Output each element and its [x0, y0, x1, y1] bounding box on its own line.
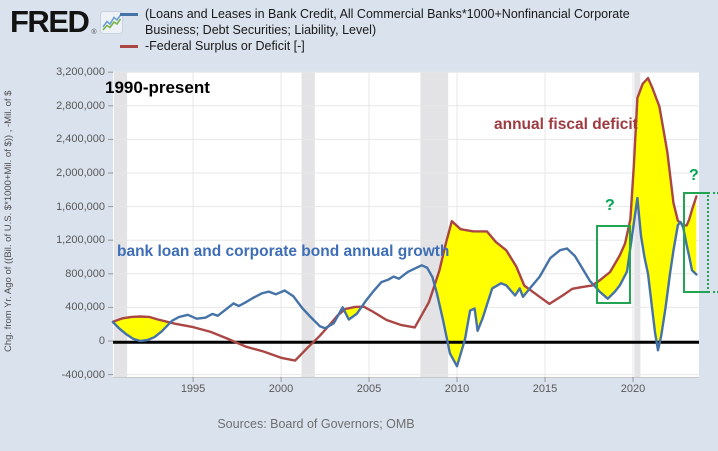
question-mark-2018: ?: [605, 197, 615, 215]
legend-label: (Loans and Leases in Bank Credit, All Co…: [145, 7, 685, 38]
highlight-box-dotted-extension-top: [708, 192, 718, 194]
recession-band: [302, 72, 315, 377]
fred-logo-text: FRED: [10, 6, 88, 38]
legend-item: -Federal Surplus or Deficit [-]: [120, 39, 685, 55]
fred-chart-screenshot: FRED ® (Loans and Leases in Bank Credit,…: [0, 0, 718, 451]
x-tick-label: 2015: [523, 383, 567, 395]
y-tick-label: 2,400,000: [0, 133, 105, 145]
annotation-credit-growth-label: bank loan and corporate bond annual grow…: [117, 243, 449, 261]
y-tick-label: 400,000: [0, 301, 105, 313]
highlight-box-2018: [596, 225, 631, 304]
source-note: Sources: Board of Governors; OMB: [116, 417, 516, 431]
x-tick-label: 2020: [611, 383, 655, 395]
legend: (Loans and Leases in Bank Credit, All Co…: [120, 7, 685, 56]
y-tick-label: 0: [0, 335, 105, 347]
y-tick-label: 2,000,000: [0, 167, 105, 179]
highlight-box-2023: [683, 192, 709, 293]
annotation-fiscal-deficit-label: annual fiscal deficit: [494, 116, 638, 134]
y-tick-label: 800,000: [0, 268, 105, 280]
y-tick-label: 1,200,000: [0, 234, 105, 246]
x-tick-label: 1995: [171, 383, 215, 395]
y-tick-label: 2,800,000: [0, 100, 105, 112]
x-tick-label: 2000: [259, 383, 303, 395]
recession-band: [420, 72, 448, 377]
y-tick-label: 1,600,000: [0, 201, 105, 213]
question-mark-2023: ?: [689, 167, 699, 185]
y-tick-label: -400,000: [0, 369, 105, 381]
registered-mark: ®: [91, 29, 96, 36]
y-tick-label: 3,200,000: [0, 66, 105, 78]
highlight-box-dotted-extension-bottom: [708, 291, 718, 293]
legend-item: (Loans and Leases in Bank Credit, All Co…: [120, 7, 685, 38]
legend-swatch: [120, 45, 138, 48]
annotation-period-label: 1990-present: [105, 78, 210, 98]
x-tick-label: 2005: [347, 383, 391, 395]
fred-logo[interactable]: FRED ®: [10, 6, 123, 39]
x-tick-label: 2010: [435, 383, 479, 395]
legend-label: -Federal Surplus or Deficit [-]: [145, 39, 305, 55]
legend-swatch: [120, 13, 138, 16]
